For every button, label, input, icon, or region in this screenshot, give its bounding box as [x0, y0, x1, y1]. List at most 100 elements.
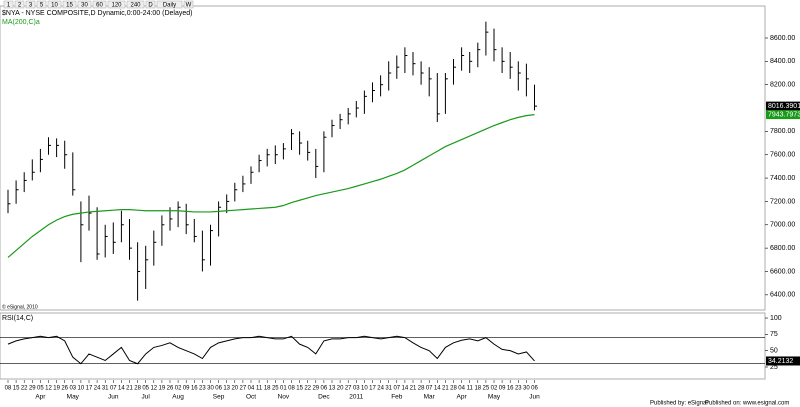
y-tick-label: 8200.00 — [770, 82, 795, 89]
interval-button[interactable] — [3, 0, 14, 9]
x-tick-label: 19 — [53, 386, 60, 392]
rsi-legend: RSI(14,C) — [2, 315, 33, 322]
x-tick-label: 30 — [523, 386, 530, 392]
x-tick-label: 02 — [491, 386, 498, 392]
interval-button[interactable] — [25, 0, 36, 9]
x-tick-label: 15 — [296, 386, 303, 392]
x-tick-label: 28 — [450, 386, 457, 392]
interval-label[interactable]: 1 — [7, 2, 11, 8]
y-tick-label: 7800.00 — [770, 128, 795, 135]
y-tick-label: 8400.00 — [770, 58, 795, 65]
interval-button[interactable] — [92, 0, 107, 9]
x-tick-label: 13 — [329, 386, 336, 392]
x-tick-label: 11 — [467, 386, 474, 392]
y-tick-label: 7400.00 — [770, 175, 795, 182]
y-tick-label: 100 — [770, 315, 782, 322]
interval-label[interactable]: 30 — [81, 2, 88, 8]
x-tick-label: 06 — [215, 386, 222, 392]
x-tick-label: 29 — [312, 386, 319, 392]
rsi-panel — [0, 312, 766, 380]
x-tick-label: 14 — [434, 386, 441, 392]
last-price-box — [766, 101, 800, 111]
x-tick-label: 14 — [118, 386, 125, 392]
interval-button[interactable] — [62, 0, 77, 9]
y-tick-label: 50 — [770, 348, 778, 355]
x-tick-label: 17 — [86, 386, 93, 392]
x-tick-label: 09 — [499, 386, 506, 392]
interval-button[interactable] — [145, 0, 156, 9]
interval-button[interactable] — [47, 0, 62, 9]
interval-label[interactable]: 240 — [130, 2, 141, 8]
month-label: Apr — [457, 394, 468, 401]
x-tick-label: 21 — [410, 386, 417, 392]
x-tick-label: 09 — [183, 386, 190, 392]
interval-button[interactable] — [14, 0, 25, 9]
interval-label[interactable]: 2 — [18, 2, 22, 8]
month-label: Apr — [35, 394, 46, 401]
interval-label[interactable]: D — [148, 2, 153, 8]
interval-label[interactable]: 60 — [96, 2, 103, 8]
x-tick-label: 18 — [474, 386, 481, 392]
interval-button[interactable] — [77, 0, 92, 9]
x-tick-label: 23 — [515, 386, 522, 392]
interval-label[interactable]: 10 — [51, 2, 58, 8]
ma-legend: MA(200,C)a — [2, 19, 40, 26]
x-tick-label: 03 — [353, 386, 360, 392]
x-tick-label: 14 — [402, 386, 409, 392]
month-label: Jun — [108, 394, 119, 401]
interval-label[interactable]: 3 — [29, 2, 33, 8]
month-label: Dec — [318, 394, 330, 401]
y-tick-label: 8600.00 — [770, 35, 795, 42]
interval-button[interactable] — [156, 0, 183, 9]
month-label: Sep — [213, 394, 225, 401]
y-tick-label: 25 — [770, 364, 778, 371]
y-tick-label: 7600.00 — [770, 152, 795, 159]
x-tick-label: 08 — [5, 386, 12, 392]
x-tick-label: 16 — [507, 386, 514, 392]
y-tick-label: 75 — [770, 331, 778, 338]
x-tick-label: 17 — [369, 386, 376, 392]
interval-label[interactable]: Daily — [163, 2, 176, 8]
x-tick-label: 24 — [377, 386, 384, 392]
y-tick-label: 7200.00 — [770, 198, 795, 205]
price-panel — [0, 5, 766, 311]
x-tick-label: 25 — [272, 386, 279, 392]
chart-title: $NYA - NYSE COMPOSITE,D Dynamic,0:00-24:… — [2, 10, 193, 17]
x-tick-label: 31 — [385, 386, 392, 392]
month-label: Jul — [142, 394, 151, 401]
ma-last-box — [766, 110, 800, 120]
y-tick-label: 6600.00 — [770, 268, 795, 275]
rsi-last-label: 34.2132 — [768, 358, 793, 365]
rsi-last-box — [766, 356, 800, 366]
x-tick-label: 06 — [321, 386, 328, 392]
interval-button[interactable] — [107, 0, 126, 9]
x-tick-label: 15 — [13, 386, 20, 392]
x-tick-label: 08 — [288, 386, 295, 392]
x-tick-label: 10 — [361, 386, 368, 392]
interval-button[interactable] — [36, 0, 47, 9]
interval-label[interactable]: 120 — [111, 2, 122, 8]
x-tick-label: 04 — [458, 386, 465, 392]
interval-label[interactable]: 15 — [66, 2, 73, 8]
x-tick-label: 21 — [442, 386, 449, 392]
interval-button[interactable] — [126, 0, 145, 9]
x-tick-label: 26 — [61, 386, 68, 392]
published-by: Published by: eSignal — [650, 401, 708, 407]
last-price-label: 8016.3901 — [768, 103, 800, 110]
x-tick-label: 22 — [304, 386, 311, 392]
x-tick-label: 03 — [69, 386, 76, 392]
x-tick-label: 24 — [94, 386, 101, 392]
interval-label[interactable]: 5 — [40, 2, 44, 8]
interval-button[interactable] — [183, 0, 194, 9]
x-tick-label: 16 — [191, 386, 198, 392]
ma-last-label: 7943.7973 — [768, 111, 800, 118]
x-tick-label: 07 — [426, 386, 433, 392]
x-tick-label: 26 — [167, 386, 174, 392]
x-tick-label: 21 — [126, 386, 133, 392]
x-tick-label: 27 — [345, 386, 352, 392]
copyright: © eSignal, 2010 — [2, 303, 38, 310]
x-tick-label: 19 — [159, 386, 166, 392]
interval-label[interactable]: W — [186, 2, 192, 8]
x-tick-label: 18 — [264, 386, 271, 392]
x-tick-label: 20 — [337, 386, 344, 392]
